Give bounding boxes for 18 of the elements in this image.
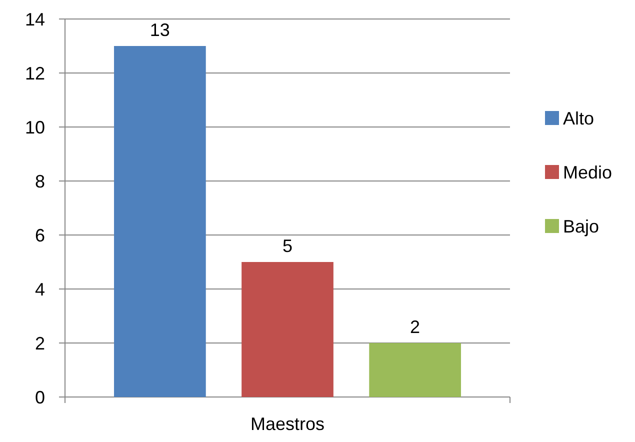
x-tick-label: Maestros [250, 414, 325, 434]
y-tick-label: 12 [24, 63, 45, 84]
y-tick-label: 10 [24, 117, 45, 138]
data-label: 2 [410, 317, 420, 337]
data-label: 13 [150, 20, 170, 40]
bar [369, 343, 461, 397]
legend-label: Alto [563, 108, 594, 128]
bar [114, 46, 206, 397]
bar [242, 262, 334, 397]
y-tick-label: 6 [34, 225, 45, 246]
legend-label: Bajo [563, 216, 600, 236]
y-tick-label: 14 [24, 9, 45, 30]
y-tick-label: 4 [34, 279, 45, 300]
y-tick-label: 8 [34, 171, 45, 192]
legend-label: Medio [563, 162, 612, 182]
data-label: 5 [282, 236, 293, 256]
y-tick-label: 0 [34, 387, 45, 408]
y-tick-label: 2 [34, 333, 45, 354]
